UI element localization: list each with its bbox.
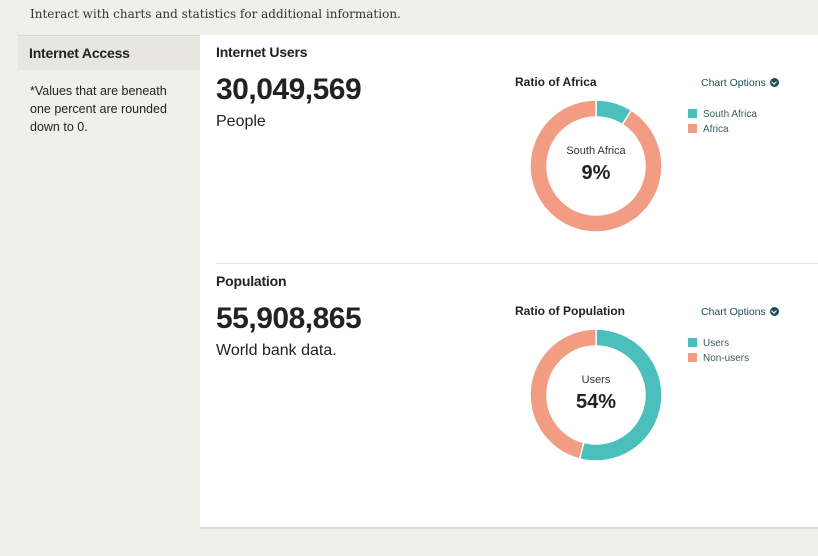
chart-legend: South Africa Africa — [688, 108, 757, 138]
stat-subtitle: World bank data. — [216, 342, 337, 359]
legend-item[interactable]: Non-users — [688, 352, 749, 367]
donut-svg — [529, 99, 663, 233]
donut-center-label: South Africa — [566, 145, 626, 157]
chart-options-label: Chart Options — [701, 306, 766, 318]
stat-value: 30,049,569 — [216, 73, 362, 106]
donut-chart[interactable]: Users 54% — [528, 327, 664, 463]
chart-legend: Users Non-users — [688, 337, 749, 367]
legend-label: Africa — [703, 124, 729, 135]
section-divider — [216, 263, 818, 264]
stats-panel: Internet Users 30,049,569 People Ratio o… — [200, 35, 818, 529]
stat-title: Population — [216, 273, 287, 289]
legend-item[interactable]: South Africa — [688, 108, 757, 123]
legend-label: South Africa — [703, 109, 757, 120]
donut-center-value: 9% — [581, 162, 611, 184]
legend-swatch — [688, 109, 697, 118]
population-section: Population 55,908,865 World bank data. R… — [200, 264, 818, 493]
legend-item[interactable]: Africa — [688, 123, 757, 138]
sidebar-note: *Values that are beneath one percent are… — [30, 84, 167, 134]
donut-svg — [529, 328, 663, 462]
legend-label: Users — [703, 338, 730, 349]
chevron-down-icon — [769, 78, 779, 87]
donut-chart[interactable]: South Africa 9% — [528, 98, 664, 234]
donut-slice-africa[interactable] — [529, 99, 663, 233]
donut-center-label: Users — [581, 374, 611, 386]
stat-subtitle: People — [216, 113, 266, 130]
chevron-down-icon — [769, 307, 779, 316]
chart-title: Ratio of Population — [515, 304, 625, 318]
donut-slice-non-users[interactable] — [529, 328, 597, 460]
donut-center-value: 54% — [575, 391, 617, 413]
stat-title: Internet Users — [216, 44, 308, 60]
sidebar: Internet Access *Values that are beneath… — [18, 35, 200, 527]
legend-swatch — [688, 353, 697, 362]
legend-swatch — [688, 338, 697, 347]
donut-slice-users[interactable] — [578, 328, 663, 462]
chart-options-button[interactable]: Chart Options — [701, 77, 779, 89]
legend-label: Non-users — [703, 353, 750, 364]
chart-options-button[interactable]: Chart Options — [701, 306, 779, 318]
chart-options-label: Chart Options — [701, 77, 766, 89]
legend-item[interactable]: Users — [688, 337, 749, 352]
legend-swatch — [688, 124, 697, 133]
chart-title: Ratio of Africa — [515, 75, 597, 89]
stat-value: 55,908,865 — [216, 302, 362, 335]
internet-users-section: Internet Users 30,049,569 People Ratio o… — [200, 35, 818, 264]
intro-text: Interact with charts and statistics for … — [30, 7, 401, 21]
sidebar-item-internet-access[interactable]: Internet Access — [18, 35, 200, 70]
